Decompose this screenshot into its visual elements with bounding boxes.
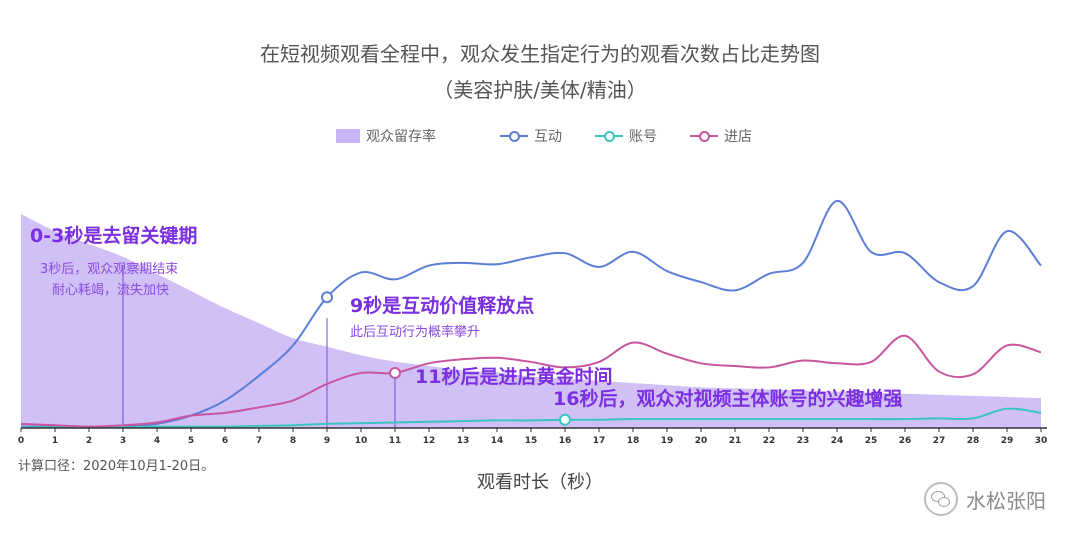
legend-label-account: 账号 (629, 129, 657, 145)
point-store-11s[interactable] (389, 366, 401, 379)
legend-item-store[interactable]: 进店 (690, 126, 752, 146)
x-tick-label: 17 (593, 436, 606, 446)
x-tick-label: 20 (695, 436, 708, 446)
legend-swatch-store (690, 129, 718, 143)
point-account-16s[interactable] (559, 413, 571, 426)
x-tick-label: 8 (290, 436, 296, 446)
watermark: 水松张阳 (924, 482, 1046, 516)
legend-swatch-account (595, 129, 623, 143)
footnote: 计算口径：2020年10月1-20日。 (18, 459, 215, 474)
x-tick-label: 19 (661, 436, 674, 446)
x-tick-label: 9 (324, 436, 330, 446)
x-tick-label: 30 (1035, 436, 1048, 446)
line-account (20, 407, 1042, 429)
legend-label-store: 进店 (724, 129, 752, 145)
x-tick-label: 1 (52, 436, 58, 446)
x-tick-label: 27 (933, 436, 946, 446)
x-tick-label: 13 (457, 436, 470, 446)
x-tick-label: 26 (899, 436, 912, 446)
x-tick-label: 7 (256, 436, 262, 446)
x-tick-label: 22 (763, 436, 776, 446)
x-tick-label: 25 (865, 436, 878, 446)
x-tick-label: 28 (967, 436, 980, 446)
annotation-sub-0-3s-line2: 耐心耗竭，流失加快 (52, 283, 169, 298)
annotation-sub-0-3s-line1: 3秒后，观众观察期结束 (40, 262, 178, 277)
x-tick-label: 11 (389, 436, 402, 446)
x-tick-label: 0 (18, 436, 24, 446)
x-tick-label: 23 (797, 436, 810, 446)
point-interaction-9s[interactable] (321, 291, 333, 304)
watermark-label: 水松张阳 (966, 488, 1046, 513)
x-tick-label: 14 (491, 436, 504, 446)
annotation-sub-9s: 此后互动行为概率攀升 (350, 324, 480, 340)
x-tick-label: 6 (222, 436, 228, 446)
legend: 观众留存率 互动 账号 进店 (0, 124, 1080, 150)
x-tick-label: 3 (120, 436, 126, 446)
chart-subtitle: （美容护肤/美体/精油） (433, 78, 647, 102)
legend-item-account[interactable]: 账号 (595, 126, 657, 146)
x-tick-label: 2 (86, 436, 92, 446)
annotation-title-9s: 9秒是互动价值释放点 (350, 294, 534, 317)
x-tick-label: 12 (423, 436, 436, 446)
x-tick-label: 10 (355, 436, 368, 446)
x-tick-label: 5 (188, 436, 194, 446)
legend-label-retention: 观众留存率 (366, 129, 436, 145)
x-tick-label: 29 (1001, 436, 1014, 446)
x-tick-label: 24 (831, 436, 844, 446)
area-retention (21, 214, 1041, 428)
legend-item-interaction[interactable]: 互动 (500, 126, 562, 146)
x-tick-label: 21 (729, 436, 742, 446)
legend-item-retention[interactable]: 观众留存率 (336, 126, 436, 146)
annotation-title-16s: 16秒后，观众对视频主体账号的兴趣增强 (553, 387, 902, 410)
annotation-title-0-3s: 0-3秒是去留关键期 (30, 224, 197, 247)
line-store (20, 334, 1042, 428)
x-tick-label: 16 (559, 436, 572, 446)
legend-swatch-retention (336, 129, 360, 143)
x-axis-label: 观看时长（秒） (477, 472, 603, 493)
legend-swatch-interaction (500, 129, 528, 143)
x-tick-label: 18 (627, 436, 640, 446)
annotation-title-11s: 11秒后是进店黄金时间 (415, 365, 612, 388)
x-tick-label: 4 (154, 436, 160, 446)
x-tick-label: 15 (525, 436, 538, 446)
wechat-icon (924, 482, 958, 516)
legend-label-interaction: 互动 (534, 129, 562, 145)
chart-title: 在短视频观看全程中，观众发生指定行为的观看次数占比走势图 (260, 42, 820, 66)
